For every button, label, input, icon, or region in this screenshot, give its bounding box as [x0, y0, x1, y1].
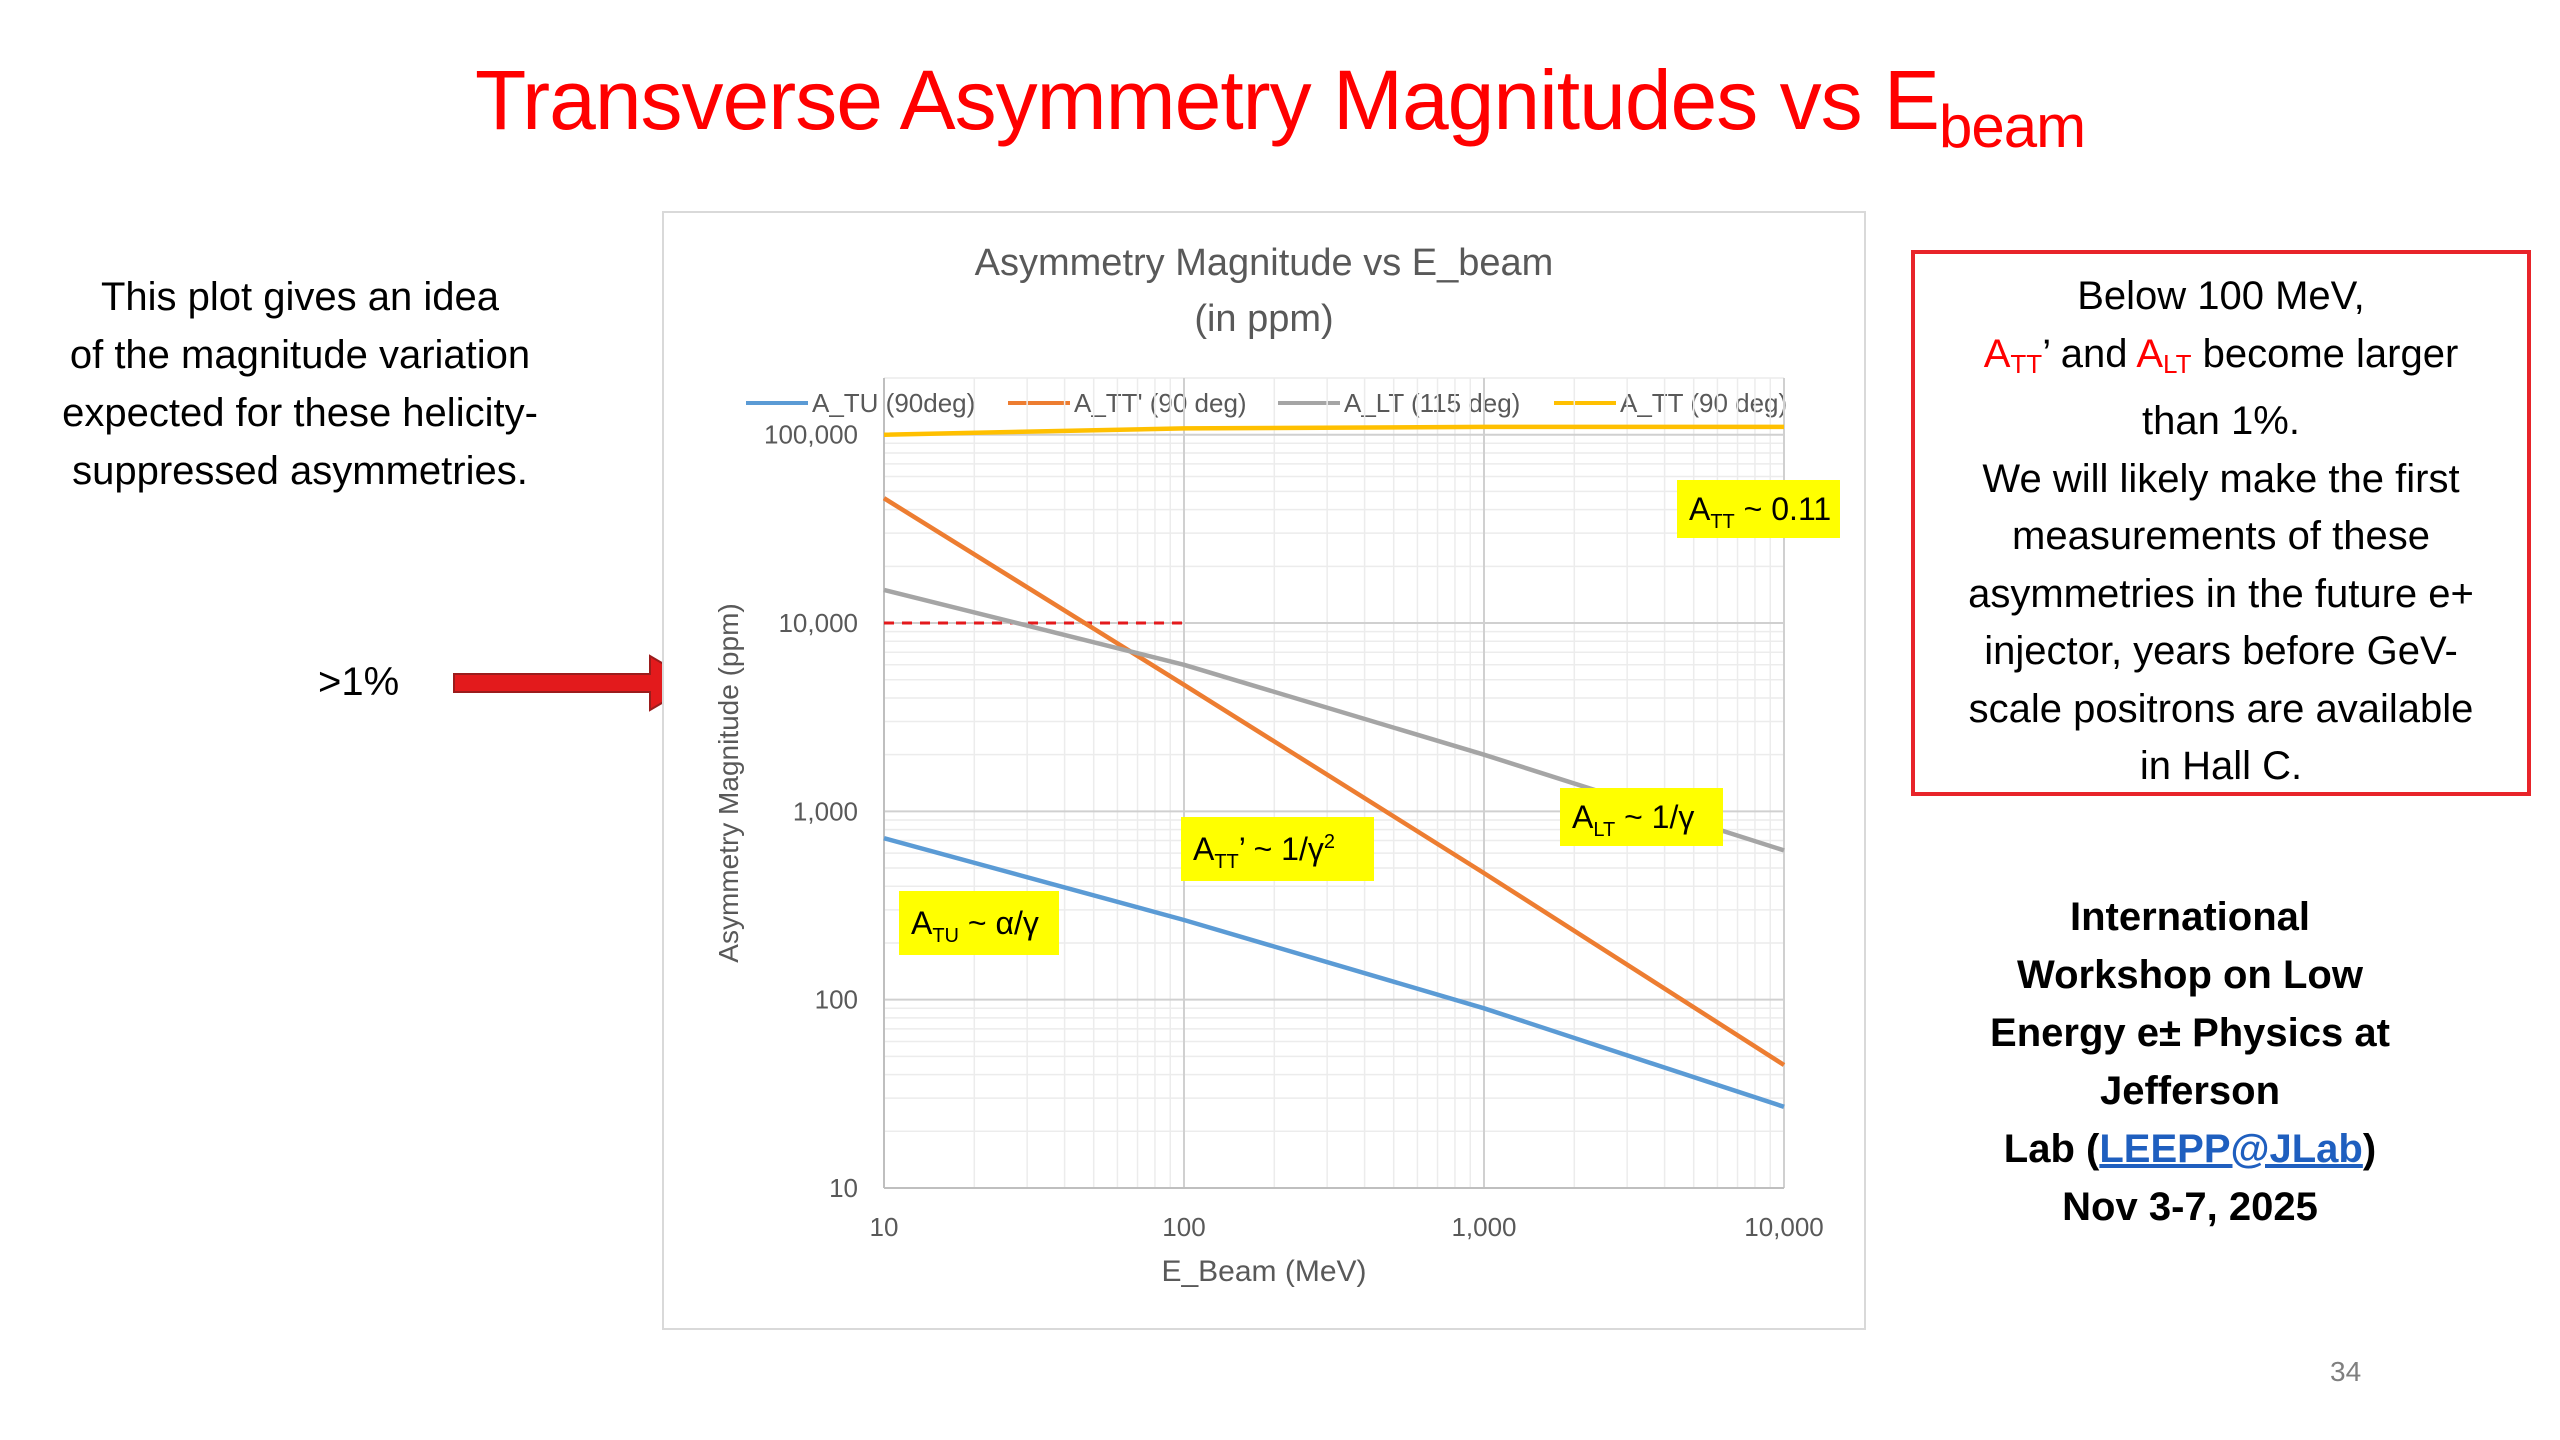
symbol-b-base: A — [2136, 331, 2164, 376]
annotation-part: TT — [1214, 851, 1238, 873]
arrow-label: >1% — [318, 660, 400, 704]
workshop-info: International Workshop on Low Energy e± … — [1870, 888, 2510, 1236]
workshop-lab-suffix: ) — [2362, 1127, 2377, 1171]
y-tick-label: 10,000 — [778, 608, 858, 638]
chart-title: Asymmetry Magnitude vs E_beam — [975, 242, 1554, 284]
annotation-label: ATU ~ α/γ — [911, 905, 1039, 947]
left-note-line: This plot gives an idea — [100, 275, 499, 319]
legend-label: A_TU (90deg) — [812, 388, 975, 418]
series-line — [882, 496, 1786, 1067]
symbol-b: ALT — [2136, 331, 2192, 379]
annotation-part: LT — [1593, 819, 1615, 841]
annotation-box — [899, 891, 1059, 955]
callout-line: asymmetries in the future e+ — [1968, 571, 2474, 616]
series-line — [883, 424, 1784, 437]
x-tick-label: 10 — [870, 1212, 899, 1242]
workshop-line: International — [2069, 895, 2311, 939]
annotation-part: A — [1572, 799, 1594, 835]
callout-line: scale positrons are available — [1968, 686, 2474, 731]
left-note-line: of the magnitude variation — [69, 333, 531, 377]
page-number: 34 — [2330, 1356, 2362, 1387]
x-tick-label: 10,000 — [1744, 1212, 1824, 1242]
callout-connector: become larger — [2191, 331, 2459, 376]
annotation-label: ATT ~ 0.11 — [1689, 491, 1831, 533]
workshop-dates: Nov 3-7, 2025 — [2062, 1185, 2318, 1229]
legend-label: A_LT (115 deg) — [1344, 388, 1520, 418]
callout-line: We will likely make the first — [1982, 456, 2460, 501]
annotation-box — [1181, 817, 1374, 881]
annotation-label: ALT ~ 1/γ — [1572, 799, 1694, 841]
callout-line: measurements of these — [2012, 514, 2430, 558]
x-tick-label: 1,000 — [1451, 1212, 1516, 1242]
slide-title-main: Transverse Asymmetry Magnitudes vs E — [474, 53, 1940, 147]
chart-svg: Asymmetry Magnitude vs E_beam (in ppm) A_T… — [713, 242, 1840, 1288]
y-axis-title: Asymmetry Magnitude (ppm) — [713, 603, 744, 962]
slide-title-subscript: beam — [1938, 93, 2086, 160]
annotation-part: ~ 1/γ — [1615, 799, 1694, 835]
chart-subtitle: (in ppm) — [1194, 298, 1333, 340]
symbol-a: ATT — [1983, 331, 2043, 379]
symbol-a-sub: TT — [2010, 348, 2043, 379]
slide-title: Transverse Asymmetry Magnitudes vs Ebeam — [0, 52, 2560, 161]
legend-label: A_TT (90 deg) — [1620, 388, 1787, 418]
callout-line: than 1%. — [2142, 399, 2300, 443]
annotation-box — [1677, 480, 1840, 538]
annotation-part: A — [911, 905, 933, 941]
y-tick-label: 10 — [829, 1173, 858, 1203]
workshop-line: Jefferson — [2099, 1069, 2281, 1113]
callout-line: in Hall C. — [2139, 744, 2303, 788]
workshop-line: Workshop on Low — [2017, 953, 2363, 997]
callout-line-symbols: ATT’ and ALT become larger — [1915, 326, 2527, 394]
workshop-line: Energy e± Physics at — [1990, 1011, 2390, 1055]
workshop-lab-line: Lab (LEEPP@JLab) — [1870, 1120, 2510, 1178]
annotation-part: A — [1193, 831, 1215, 867]
annotation-part: TT — [1710, 511, 1734, 533]
left-note-line: expected for these helicity- — [62, 391, 538, 435]
left-note: This plot gives an idea of the magnitude… — [20, 268, 580, 500]
annotation-part: ~ 0.11 — [1735, 491, 1831, 527]
legend-label: A_TT' (90 deg) — [1074, 388, 1247, 418]
y-tick-label: 100,000 — [764, 420, 858, 450]
symbol-a-base: A — [1983, 331, 2011, 376]
annotation-part: 2 — [1324, 831, 1335, 853]
workshop-lab-prefix: Lab ( — [2003, 1127, 2100, 1171]
workshop-link[interactable]: LEEPP@JLab — [2099, 1127, 2363, 1171]
annotation-part: A — [1689, 491, 1711, 527]
x-tick-label: 100 — [1162, 1212, 1205, 1242]
callout-line: injector, years before GeV- — [1984, 629, 2458, 673]
symbol-b-sub: LT — [2163, 348, 2192, 379]
series-line — [883, 836, 1785, 1109]
callout-connector: ’ and — [2042, 331, 2137, 376]
annotation-label: ATT’ ~ 1/γ2 — [1193, 831, 1335, 873]
y-tick-label: 1,000 — [793, 796, 858, 826]
callout-line: Below 100 MeV, — [2077, 274, 2365, 318]
annotation-box — [1560, 788, 1723, 846]
annotation-part: ’ ~ 1/γ — [1239, 831, 1324, 867]
chart-frame: Asymmetry Magnitude vs E_beam (in ppm) A_T… — [662, 211, 1866, 1330]
annotation-part: TU — [932, 925, 959, 947]
callout-box: Below 100 MeV, ATT’ and ALT become large… — [1911, 250, 2531, 796]
y-tick-label: 100 — [815, 985, 858, 1015]
left-note-line: suppressed asymmetries. — [72, 449, 528, 493]
annotation-part: ~ α/γ — [959, 905, 1039, 941]
x-axis-title: E_Beam (MeV) — [1161, 1255, 1366, 1288]
